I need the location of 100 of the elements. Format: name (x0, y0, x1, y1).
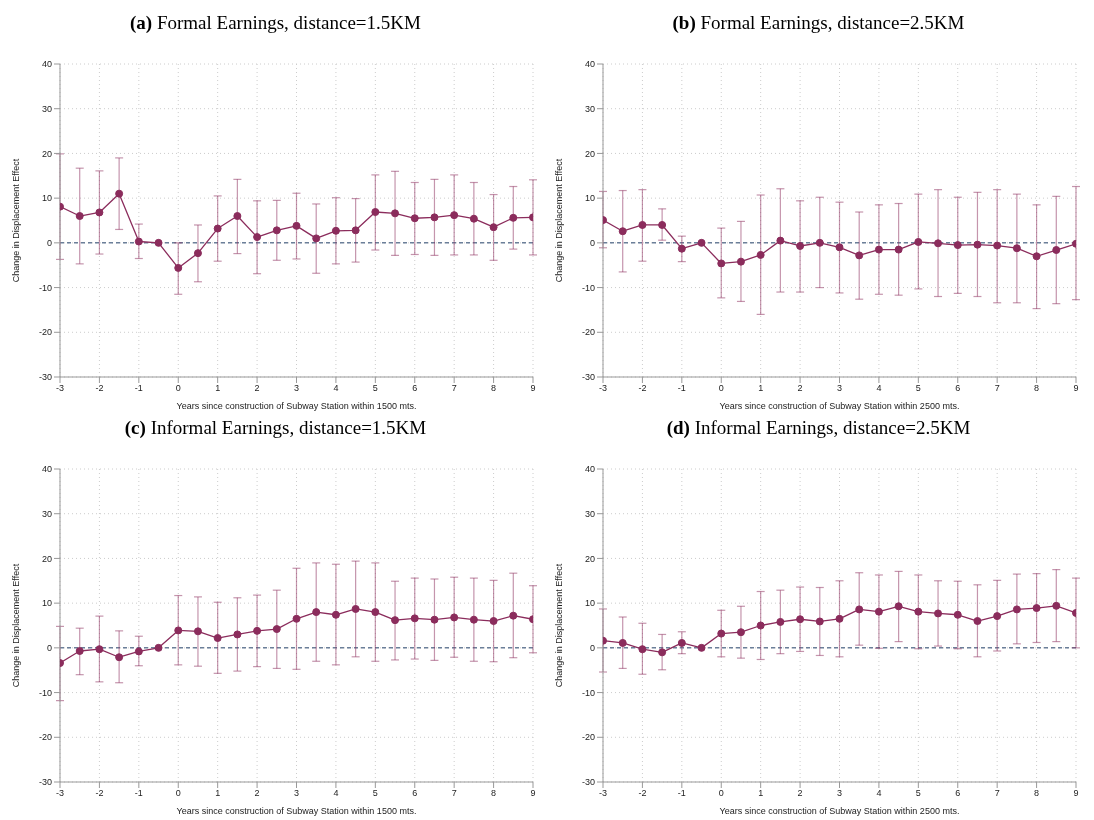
chart-title: (d) Informal Earnings, distance=2.5KM (665, 416, 972, 440)
y-tick-label: 30 (41, 103, 52, 114)
point (776, 617, 785, 626)
y-tick-label: 30 (41, 508, 52, 519)
x-tick-label: 2 (254, 383, 260, 394)
x-tick-label: 7 (451, 788, 457, 799)
point (193, 249, 202, 258)
point (134, 237, 143, 246)
y-tick-label: 10 (584, 598, 595, 609)
point (312, 608, 321, 617)
point (1012, 244, 1021, 253)
point (618, 638, 627, 647)
y-tick-label: -20 (581, 327, 595, 338)
point (134, 647, 143, 656)
point (658, 220, 667, 229)
point (855, 605, 864, 614)
point (489, 617, 498, 626)
x-tick-label: 3 (293, 383, 300, 394)
x-tick-label: 4 (333, 788, 339, 799)
point (95, 208, 104, 217)
point (331, 226, 340, 235)
point (934, 609, 943, 618)
x-tick-label: 2 (797, 788, 803, 799)
x-tick-label: 1 (215, 383, 221, 394)
point (410, 614, 419, 623)
x-tick-label: 1 (215, 788, 221, 799)
x-tick-label: -2 (95, 383, 104, 394)
chart-title: (c) Informal Earnings, distance=1.5KM (123, 416, 428, 440)
point (75, 646, 84, 655)
x-tick-label: 0 (718, 788, 724, 799)
point (430, 213, 439, 222)
point (450, 211, 459, 220)
y-axis-title: Change in Displacement Effect (554, 158, 565, 283)
x-tick-label: 3 (836, 383, 843, 394)
y-axis-title: Change in Displacement Effect (11, 158, 22, 283)
x-tick-label: -3 (598, 788, 608, 799)
y-tick-label: 10 (584, 193, 595, 204)
point (174, 626, 183, 635)
x-tick-label: -1 (677, 788, 686, 799)
point (638, 220, 647, 229)
y-axis-title: Change in Displacement Effect (554, 563, 565, 688)
point (796, 615, 805, 624)
x-tick-label: 0 (718, 383, 724, 394)
y-tick-label: -20 (38, 732, 52, 743)
y-tick-label: 20 (41, 148, 52, 159)
x-tick-label: 7 (994, 383, 1000, 394)
x-tick-label: 9 (1073, 788, 1079, 799)
point (489, 223, 498, 232)
x-tick-label: 1 (758, 788, 764, 799)
x-tick-label: 6 (412, 788, 418, 799)
x-tick-label: 8 (1034, 383, 1040, 394)
x-axis-title: Years since construction of Subway Station within 2500 mts. (719, 806, 960, 816)
point (756, 621, 765, 630)
x-tick-label: 5 (915, 788, 921, 799)
x-tick-label: 9 (530, 383, 536, 394)
point (776, 236, 785, 245)
y-tick-label: -10 (581, 687, 595, 698)
x-tick-label: 9 (530, 788, 536, 799)
x-tick-label: 6 (412, 383, 418, 394)
point (736, 257, 745, 266)
x-tick-label: -2 (638, 383, 647, 394)
point (410, 214, 419, 223)
point (855, 251, 864, 260)
y-tick-label: -30 (581, 777, 595, 788)
point (736, 628, 745, 637)
point (953, 610, 962, 619)
x-tick-label: -2 (95, 788, 104, 799)
point (331, 610, 340, 619)
point (292, 221, 301, 230)
point (95, 645, 104, 654)
y-tick-label: -20 (581, 732, 595, 743)
y-tick-label: -30 (581, 372, 595, 383)
y-tick-label: -10 (38, 282, 52, 293)
x-tick-label: 7 (451, 383, 457, 394)
point (371, 608, 380, 617)
point (1052, 601, 1061, 610)
y-tick-label: -10 (581, 282, 595, 293)
point (292, 614, 301, 623)
point (272, 226, 281, 235)
point (697, 238, 706, 247)
point (371, 208, 380, 216)
point (469, 214, 478, 223)
x-tick-label: -1 (134, 788, 143, 799)
point (115, 189, 124, 198)
point (835, 243, 844, 252)
point (658, 648, 667, 657)
point (618, 227, 627, 236)
point (351, 226, 360, 235)
x-tick-label: 4 (876, 383, 882, 394)
y-tick-label: 40 (41, 59, 52, 70)
point (717, 259, 726, 268)
point (213, 634, 222, 643)
point (154, 643, 163, 652)
x-tick-label: -1 (134, 383, 143, 394)
point (450, 613, 459, 622)
x-tick-label: -3 (55, 383, 65, 394)
point (509, 213, 518, 222)
point (953, 241, 962, 250)
x-tick-label: 4 (333, 383, 339, 394)
x-tick-label: 0 (175, 383, 181, 394)
